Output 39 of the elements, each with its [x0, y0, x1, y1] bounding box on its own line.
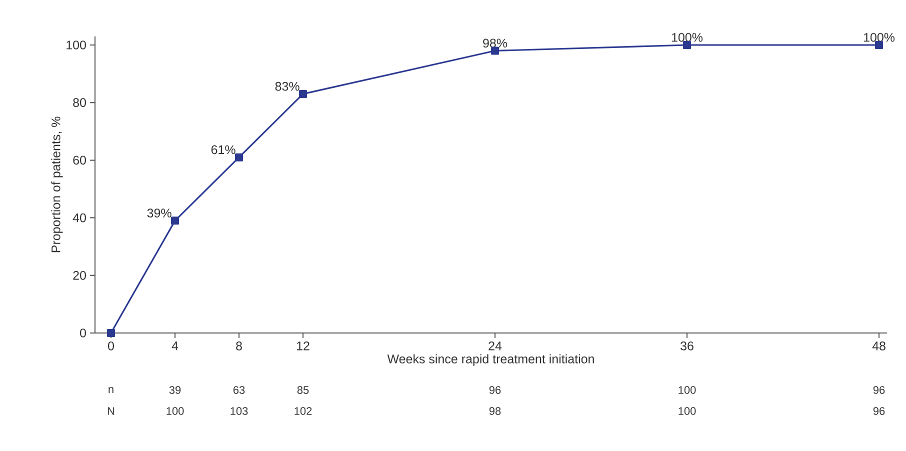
text: 96	[489, 386, 501, 394]
x-tick-label: 12	[297, 342, 310, 350]
text: n	[108, 387, 114, 393]
data-label: 98%	[483, 38, 508, 48]
text: 100	[166, 407, 184, 415]
text: 102	[294, 407, 312, 415]
text: 98	[489, 407, 501, 415]
x-tick-label: 8	[236, 342, 242, 350]
text: 103	[230, 407, 248, 415]
data-label: 100%	[864, 32, 895, 42]
x-tick-label: 36	[680, 342, 694, 350]
y-tick-label: 20	[73, 270, 86, 280]
text: 63	[233, 386, 245, 394]
y-tick-label: 100	[66, 40, 86, 50]
data-label: 100%	[672, 32, 703, 42]
y-tick-label: 0	[80, 328, 86, 338]
x-tick-label: 0	[108, 342, 114, 350]
data-label: 61%	[211, 145, 236, 154]
point	[299, 90, 308, 98]
x-tick-label: 4	[172, 342, 178, 350]
point	[235, 153, 244, 162]
x-tick-label: 24	[488, 342, 502, 350]
text: 96	[873, 407, 885, 415]
text: 100	[678, 407, 696, 415]
point	[107, 329, 116, 337]
x-tick-label: 48	[872, 342, 886, 350]
y-tick-label: 60	[73, 156, 86, 165]
text: 100	[678, 386, 696, 394]
text: 96	[873, 386, 885, 394]
text: 85	[297, 386, 309, 394]
y-axis-title: Proportion of patients, %	[51, 116, 63, 252]
x-axis-title: Weeks since rapid treatment initiation	[387, 354, 594, 366]
y-tick-label: 40	[72, 213, 86, 222]
point	[171, 216, 180, 225]
text: N	[108, 407, 114, 415]
y-tick-label: 80	[73, 98, 86, 108]
data-label: 83%	[275, 82, 300, 91]
data-label: 39%	[147, 208, 172, 218]
text: 39	[169, 386, 181, 394]
